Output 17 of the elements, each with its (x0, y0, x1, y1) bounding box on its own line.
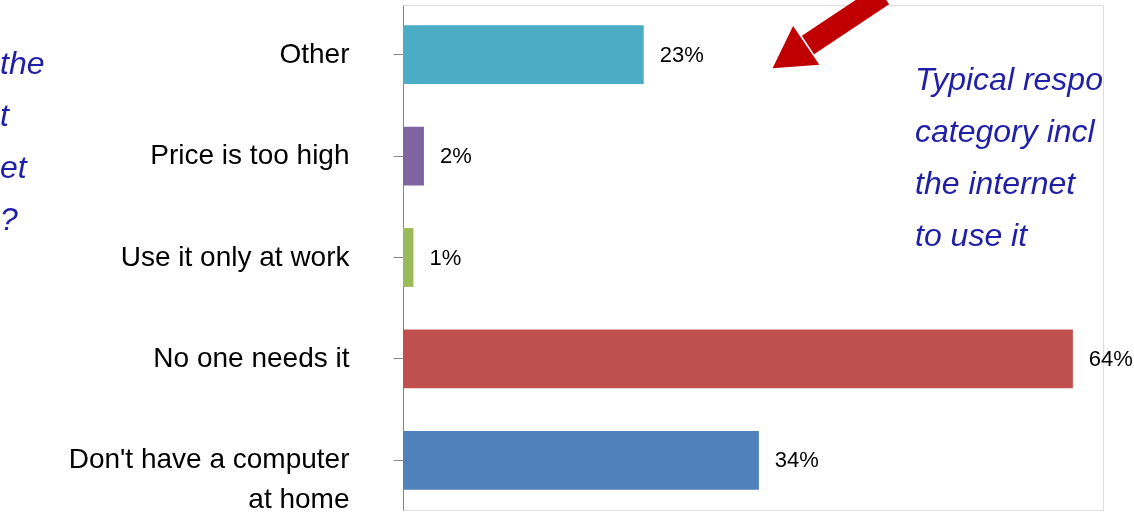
annotation: Typical respo category incl the internet to use it (915, 61, 1103, 253)
bar (403, 228, 414, 287)
bar (403, 126, 424, 186)
data-label: 23% (659, 41, 704, 67)
data-label: 34% (774, 447, 819, 473)
y-tick-label: Price is too high (150, 139, 350, 171)
bar (403, 430, 759, 490)
text: the t et ? (0, 45, 45, 237)
y-tick-label: No one needs it (153, 341, 350, 373)
y-tick-label: Don't have a computer at home (68, 443, 350, 512)
y-tick-label: Use it only at work (120, 240, 351, 272)
data-label: 2% (439, 143, 472, 169)
data-label: 64% (1088, 345, 1133, 371)
y-tick-label: Other (279, 37, 350, 69)
bar (403, 329, 1073, 389)
data-label: 1% (429, 244, 462, 270)
bar (403, 25, 644, 85)
